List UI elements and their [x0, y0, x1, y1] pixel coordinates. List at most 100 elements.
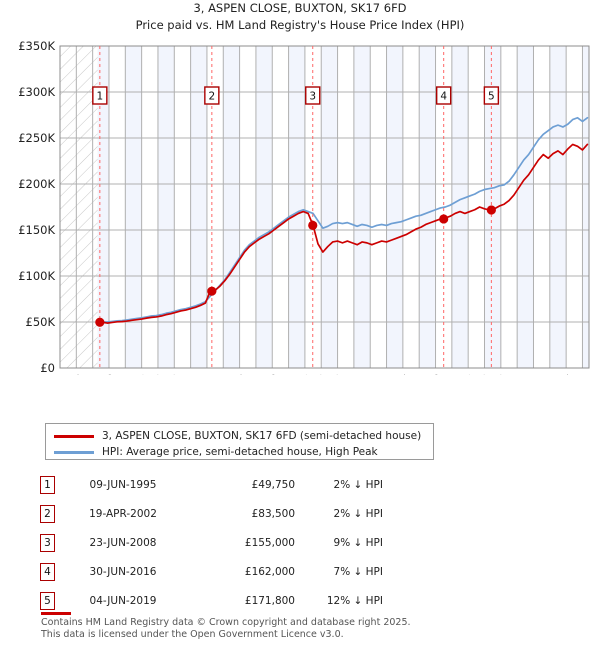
- footer-line-2: This data is licensed under the Open Gov…: [41, 629, 344, 640]
- row-date: 23-JUN-2008: [89, 536, 157, 549]
- legend-label-property: 3, ASPEN CLOSE, BUXTON, SK17 6FD (semi-d…: [102, 430, 422, 442]
- x-axis-tick-label: 2016: [429, 374, 443, 375]
- row-price: £171,800: [244, 594, 295, 607]
- svg-text:2: 2: [208, 91, 215, 103]
- event-marker-label: 4: [435, 86, 452, 105]
- y-axis-tick-label: £300K: [18, 85, 55, 99]
- row-date: 04-JUN-2019: [89, 594, 157, 607]
- x-axis-tick-label: 2022: [526, 374, 540, 375]
- row-date: 09-JUN-1995: [89, 478, 157, 491]
- row-marker-number: 4: [40, 562, 55, 581]
- x-axis-tick-label: 2024: [559, 374, 573, 375]
- x-axis-tick-label: 2015: [412, 374, 426, 375]
- table-row: 5 04-JUN-2019 £171,800 12% ↓ HPI: [40, 586, 460, 615]
- legend-label-hpi: HPI: Average price, semi-detached house,…: [102, 446, 378, 458]
- x-axis-tick-label: 1999: [151, 374, 165, 375]
- series-line: [96, 143, 589, 324]
- x-axis-tick-label: 2010: [331, 374, 345, 375]
- table-row: 2 19-APR-2002 £83,500 2% ↓ HPI: [40, 499, 460, 528]
- svg-text:4: 4: [440, 91, 447, 103]
- x-axis-tick-label: 2004: [233, 374, 247, 375]
- y-axis-tick-label: £200K: [18, 177, 55, 191]
- legend-swatch-property: [54, 434, 94, 438]
- y-axis-tick-label: £150K: [18, 223, 55, 237]
- row-hpi-delta: 2% ↓ HPI: [333, 478, 383, 491]
- legend-item-hpi: HPI: Average price, semi-detached house,…: [52, 444, 427, 460]
- x-axis-tick-label: 2019: [478, 374, 492, 375]
- row-marker-number: 2: [40, 504, 55, 523]
- chart-svg: £0 £50K £100K £150K £200K £250K £300K £350K 1993…: [18, 40, 590, 375]
- transactions-table: 1 09-JUN-1995 £49,750 2% ↓ HPI 2 19-APR-…: [40, 470, 460, 615]
- legend-item-property: 3, ASPEN CLOSE, BUXTON, SK17 6FD (semi-d…: [52, 428, 427, 444]
- y-axis-tick-label: £250K: [18, 131, 55, 145]
- x-axis-tick-label: 1996: [102, 374, 116, 375]
- page-title: 3, ASPEN CLOSE, BUXTON, SK17 6FD: [193, 1, 407, 15]
- y-axis-tick-label: £50K: [26, 315, 56, 329]
- row-marker-number: 3: [40, 533, 55, 552]
- row-hpi-delta: 7% ↓ HPI: [333, 565, 383, 578]
- page-subtitle: Price paid vs. HM Land Registry's House …: [135, 18, 465, 32]
- svg-text:1: 1: [96, 91, 103, 103]
- x-axis-tick-label: 2013: [380, 374, 394, 375]
- x-axis-tick-label: 2006: [265, 374, 279, 375]
- y-axis-tick-label: £0: [40, 361, 55, 375]
- y-axis-tick-label: £350K: [18, 40, 55, 53]
- event-marker-label: 3: [305, 86, 321, 105]
- row-hpi-delta: 2% ↓ HPI: [333, 507, 383, 520]
- row-hpi-delta: 12% ↓ HPI: [326, 594, 383, 607]
- x-axis-tick-label: 2001: [184, 374, 198, 375]
- x-axis-tick-label: 2020: [494, 374, 508, 375]
- row-price: £83,500: [251, 507, 295, 520]
- event-marker-label: 5: [483, 86, 500, 105]
- row-price: £155,000: [244, 536, 295, 549]
- svg-text:3: 3: [309, 91, 316, 103]
- x-axis-tick-label: 2011: [347, 374, 361, 375]
- row-price: £49,750: [251, 478, 295, 491]
- row-marker-number: 5: [40, 591, 55, 610]
- x-axis-tick-label: 1995: [86, 374, 100, 375]
- row-date: 19-APR-2002: [89, 507, 157, 520]
- y-axis-tick-label: £100K: [18, 269, 55, 283]
- chart-legend: 3, ASPEN CLOSE, BUXTON, SK17 6FD (semi-d…: [45, 423, 434, 460]
- table-row: 3 23-JUN-2008 £155,000 9% ↓ HPI: [40, 528, 460, 557]
- x-axis-tick-label: 1997: [118, 374, 132, 375]
- footer-line-1: Contains HM Land Registry data © Crown c…: [41, 617, 411, 628]
- x-axis-tick-label: 2014: [396, 374, 410, 375]
- transaction-point: [486, 205, 496, 215]
- x-axis-tick-label: 2005: [249, 374, 263, 375]
- row-price: £162,000: [244, 565, 295, 578]
- row-date: 30-JUN-2016: [89, 565, 157, 578]
- table-row: 4 30-JUN-2016 £162,000 7% ↓ HPI: [40, 557, 460, 586]
- x-axis-tick-label: 2008: [298, 374, 312, 375]
- x-axis-tick-label: 2000: [167, 374, 181, 375]
- table-row: 1 09-JUN-1995 £49,750 2% ↓ HPI: [40, 470, 460, 499]
- chart-title-block: 3, ASPEN CLOSE, BUXTON, SK17 6FD Price p…: [0, 0, 600, 34]
- transaction-point: [439, 214, 449, 224]
- x-axis-tick-label: 2012: [363, 374, 377, 375]
- footer-attribution: Contains HM Land Registry data © Crown c…: [41, 617, 561, 641]
- x-axis-tick-label: 1993: [53, 374, 67, 375]
- event-marker-label: 1: [92, 86, 108, 105]
- x-axis-tick-label: 2017: [445, 374, 459, 375]
- transaction-point: [308, 220, 318, 230]
- svg-text:5: 5: [488, 91, 495, 103]
- x-axis-tick-label: 2023: [543, 374, 557, 375]
- row-hpi-delta: 9% ↓ HPI: [333, 536, 383, 549]
- legend-swatch-hpi: [54, 450, 94, 454]
- transaction-point: [207, 286, 217, 296]
- x-axis-tick-label: 2003: [216, 374, 230, 375]
- price-chart: £0 £50K £100K £150K £200K £250K £300K £350K 1993…: [0, 40, 600, 375]
- x-axis-tick-label: 2009: [314, 374, 328, 375]
- event-marker-label: 2: [204, 86, 220, 105]
- x-axis-tick-label: 2021: [510, 374, 524, 375]
- x-axis-tick-label: 2002: [200, 374, 214, 375]
- transaction-point: [95, 317, 105, 327]
- series-line: [96, 116, 589, 323]
- x-axis-tick-label: 1998: [135, 374, 149, 375]
- x-axis-tick-label: 2018: [461, 374, 475, 375]
- footer-divider: [41, 612, 71, 615]
- x-axis-tick-label: 2007: [282, 374, 296, 375]
- row-marker-number: 1: [40, 475, 55, 494]
- x-axis-tick-label: 2025: [575, 374, 589, 375]
- x-axis-tick-label: 1994: [69, 374, 83, 375]
